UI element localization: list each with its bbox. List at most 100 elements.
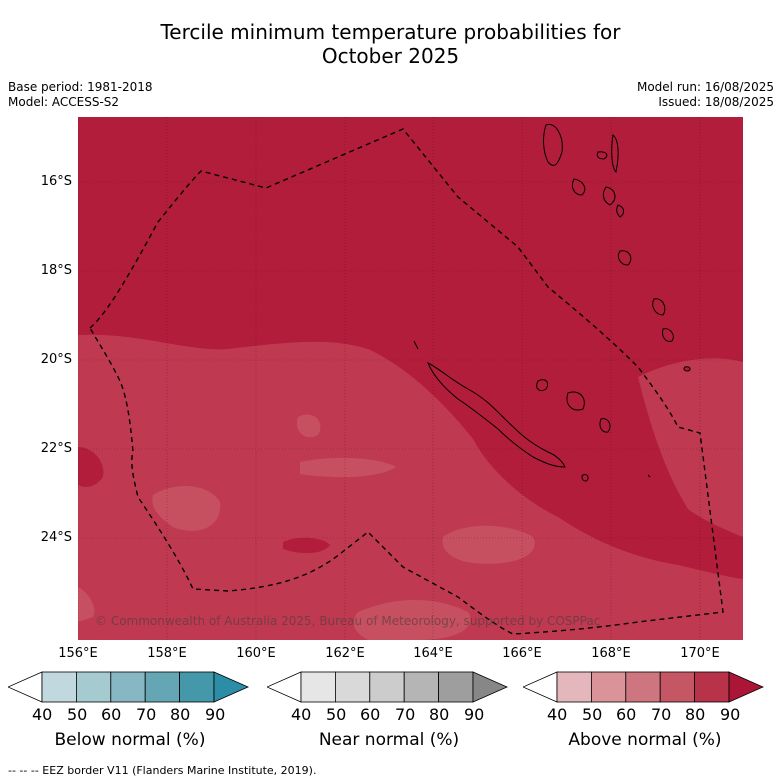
loyalty-islands-3 — [599, 418, 611, 433]
lat-label-22s: 22°S — [40, 441, 72, 456]
matthew-islet — [647, 474, 651, 478]
vanuatu-erromango — [617, 250, 632, 266]
colorbar-ticks-near: 40 50 60 70 80 90 — [267, 705, 511, 725]
meta-left: Base period: 1981-2018 Model: ACCESS-S2 — [8, 80, 153, 110]
vanuatu-island-3 — [596, 151, 608, 160]
tick-near-70: 70 — [395, 705, 416, 724]
eez-legend-footnote: -- -- -- EEZ border V11 (Flanders Marine… — [8, 764, 317, 777]
issued-date: Issued: 18/08/2025 — [658, 95, 774, 109]
colorbar-bin — [659, 671, 695, 703]
colorbar-bin — [369, 671, 405, 703]
above-normal-60-70-patch-3 — [152, 485, 221, 531]
title-line-1: Tercile minimum temperature probabilitie… — [160, 20, 621, 44]
colorbar-bin — [144, 671, 180, 703]
lat-label-24s: 24°S — [40, 530, 72, 545]
colorbar-label-above: Above normal (%) — [568, 730, 722, 750]
vanuatu-aneityum — [662, 328, 674, 342]
isle-of-pines — [581, 474, 589, 482]
tick-above-70: 70 — [651, 705, 672, 724]
vanuatu-tanna — [652, 298, 666, 316]
above-normal-60-70-patch-4 — [442, 525, 535, 564]
colorbar-extend-low — [267, 671, 302, 703]
colorbar-below-normal — [8, 671, 249, 703]
above-normal-80-90-patch-mid — [283, 537, 330, 554]
eez-border — [89, 128, 724, 635]
above-normal-70-80-region — [78, 334, 743, 640]
above-normal-70-80-east — [638, 358, 743, 537]
tick-near-40: 40 — [291, 705, 312, 724]
colorbar-extend-high — [472, 671, 508, 703]
colorbar-bin — [300, 671, 336, 703]
lon-label-166e: 166°E — [502, 646, 542, 661]
colorbar-label-near: Near normal (%) — [318, 730, 460, 750]
tick-below-80: 80 — [170, 705, 191, 724]
colorbar-extend-high — [728, 671, 764, 703]
colorbar-bin — [335, 671, 371, 703]
tick-near-60: 60 — [360, 705, 381, 724]
vanuatu-efate — [602, 186, 616, 206]
colorbar-bin — [179, 671, 215, 703]
tick-near-90: 90 — [464, 705, 485, 724]
meta-right: Model run: 16/08/2025 Issued: 18/08/2025 — [637, 80, 774, 110]
colorbar-ticks-above: 40 50 60 70 80 90 — [523, 705, 767, 725]
colorbar-extend-low — [523, 671, 558, 703]
vanuatu-island-2 — [611, 134, 619, 174]
lon-label-160e: 160°E — [236, 646, 276, 661]
tick-above-90: 90 — [720, 705, 741, 724]
tick-below-40: 40 — [32, 705, 53, 724]
tick-below-70: 70 — [136, 705, 157, 724]
colorbar-bin — [76, 671, 112, 703]
title-line-2: October 2025 — [321, 44, 460, 68]
tick-below-90: 90 — [205, 705, 226, 724]
colorbar-ticks-below: 40 50 60 70 80 90 — [8, 705, 252, 725]
new-caledonia-island — [427, 361, 566, 468]
lat-label-16s: 16°S — [40, 174, 72, 189]
base-period: Base period: 1981-2018 — [8, 80, 153, 94]
above-normal-60-70-patch-5 — [78, 587, 95, 622]
loyalty-islands-2 — [566, 391, 585, 411]
vanuatu-small-islands — [616, 204, 625, 218]
hunter-islet — [683, 366, 691, 372]
colorbar-bin — [625, 671, 661, 703]
tick-above-80: 80 — [685, 705, 706, 724]
loyalty-islands-1 — [536, 379, 549, 392]
tick-near-80: 80 — [429, 705, 450, 724]
model-run: Model run: 16/08/2025 — [636, 80, 774, 94]
tick-below-50: 50 — [67, 705, 88, 724]
map-panel — [78, 117, 743, 640]
colorbar-extend-high — [213, 671, 249, 703]
belep-islet — [413, 340, 419, 350]
tick-below-60: 60 — [101, 705, 122, 724]
lon-label-170e: 170°E — [680, 646, 720, 661]
colorbar-bin — [591, 671, 627, 703]
vanuatu-malekula — [571, 178, 586, 196]
lat-label-18s: 18°S — [40, 263, 72, 278]
above-normal-60-70-patch-1 — [296, 414, 321, 438]
colorbar-label-below: Below normal (%) — [54, 730, 206, 750]
colorbar-bin — [110, 671, 146, 703]
colorbar-above-normal — [523, 671, 764, 703]
model-name: Model: ACCESS-S2 — [8, 95, 120, 109]
lon-label-162e: 162°E — [325, 646, 365, 661]
tick-near-50: 50 — [326, 705, 347, 724]
tick-above-50: 50 — [582, 705, 603, 724]
colorbar-bin — [556, 671, 592, 703]
above-normal-80-90-patch-west — [78, 447, 104, 487]
tick-above-40: 40 — [547, 705, 568, 724]
copyright-notice: © Commonwealth of Australia 2025, Bureau… — [95, 614, 601, 628]
vanuatu-espiritu-santo — [543, 123, 563, 166]
lon-label-156e: 156°E — [58, 646, 98, 661]
colorbar-bin — [438, 671, 474, 703]
tick-above-60: 60 — [616, 705, 637, 724]
lon-label-158e: 158°E — [147, 646, 187, 661]
map-svg — [78, 117, 743, 640]
lon-label-164e: 164°E — [413, 646, 453, 661]
colorbar-extend-low — [8, 671, 43, 703]
colorbar-bin — [41, 671, 77, 703]
colorbar-bin — [403, 671, 439, 703]
above-normal-60-70-patch-6 — [353, 599, 471, 640]
map-gridlines — [78, 117, 743, 640]
colorbar-near-normal — [267, 671, 508, 703]
lat-label-20s: 20°S — [40, 352, 72, 367]
colorbar-bin — [694, 671, 730, 703]
